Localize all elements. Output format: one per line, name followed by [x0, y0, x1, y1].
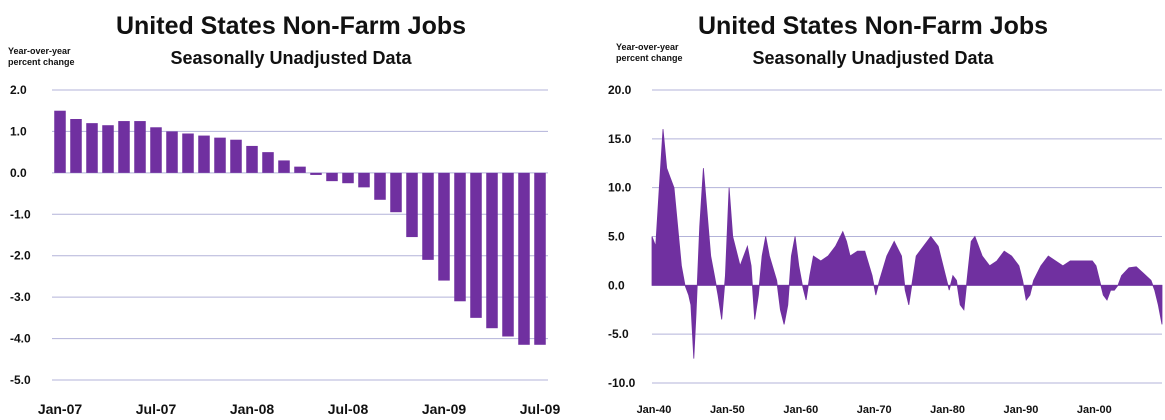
y-tick-label: -10.0	[608, 376, 636, 390]
x-tick-label: Jan-60	[783, 404, 818, 416]
bar-chart: 2.0 1.0 0.0 -1.0 -2.0 -3.0 -4.0 -5.0 Jan-07 Jul-0…	[10, 83, 561, 417]
bar	[390, 172, 402, 213]
x-tick-label: Jan-07	[38, 401, 83, 417]
x-tick-label: Jan-40	[637, 404, 672, 416]
x-tick-label: Jan-70	[857, 404, 892, 416]
bar	[502, 172, 514, 337]
bar	[198, 135, 210, 173]
y-tick-label: 0.0	[10, 166, 27, 180]
bar	[86, 123, 98, 173]
bar	[182, 133, 194, 173]
bar	[518, 172, 530, 345]
chart-subtitle: Seasonally Unadjusted Data	[170, 48, 412, 68]
y-tick-label: -3.0	[10, 290, 31, 304]
y-tick-label: -4.0	[10, 332, 31, 346]
chart-panel-right: United States Non-Farm Jobs Seasonally U…	[582, 0, 1164, 420]
bar	[102, 125, 114, 173]
x-tick-label: Jul-09	[520, 401, 561, 417]
bar	[118, 121, 130, 173]
bar	[422, 172, 434, 260]
bar	[166, 131, 178, 173]
bar	[150, 127, 162, 173]
y-tick-label: 2.0	[10, 83, 27, 97]
chart-title: United States Non-Farm Jobs	[697, 12, 1049, 40]
y-tick-label: 15.0	[608, 132, 632, 146]
x-tick-label: Jan-00	[1077, 404, 1112, 416]
bar	[310, 172, 322, 175]
bar	[70, 119, 82, 173]
chart-panel-left: United States Non-Farm Jobs Seasonally U…	[0, 0, 582, 420]
bar	[278, 160, 290, 173]
x-tick-label: Jan-80	[930, 404, 965, 416]
y-axis-label: Year-over-year percent change	[8, 46, 75, 67]
x-tick-label: Jul-07	[136, 401, 177, 417]
x-tick-label: Jan-08	[230, 401, 275, 417]
bar	[294, 166, 306, 173]
bar	[470, 172, 482, 318]
x-tick-label: Jan-50	[710, 404, 745, 416]
bar	[358, 172, 370, 188]
bar	[246, 145, 258, 173]
y-tick-label: 10.0	[608, 181, 632, 195]
area-chart: 20.0 15.0 10.0 5.0 0.0 -5.0 -10.0 Jan-40 Jan-50 J…	[608, 83, 1163, 416]
chart-subtitle: Seasonally Unadjusted Data	[752, 48, 994, 68]
y-tick-label: 20.0	[608, 83, 632, 97]
y-axis-label: Year-over-year percent change	[616, 42, 683, 63]
bar	[214, 137, 226, 173]
bar	[134, 121, 146, 173]
bar	[406, 172, 418, 238]
bar	[454, 172, 466, 302]
bar	[374, 172, 386, 200]
y-tick-label: -5.0	[608, 327, 629, 341]
bar	[342, 172, 354, 184]
bar	[438, 172, 450, 281]
y-tick-label: 5.0	[608, 230, 625, 244]
y-tick-label: -1.0	[10, 207, 31, 221]
bar	[54, 110, 66, 173]
chart-title: United States Non-Farm Jobs	[115, 12, 467, 40]
bar	[326, 172, 338, 182]
x-tick-label: Jul-08	[328, 401, 369, 417]
bar	[534, 172, 546, 345]
area-series	[651, 129, 1163, 359]
bar	[262, 152, 274, 173]
y-tick-label: -2.0	[10, 249, 31, 263]
y-tick-label: 0.0	[608, 278, 625, 292]
y-tick-label: -5.0	[10, 373, 31, 387]
bar	[486, 172, 498, 329]
bar	[230, 139, 242, 173]
x-tick-label: Jan-90	[1003, 404, 1038, 416]
y-tick-label: 1.0	[10, 124, 27, 138]
x-tick-label: Jan-09	[422, 401, 467, 417]
